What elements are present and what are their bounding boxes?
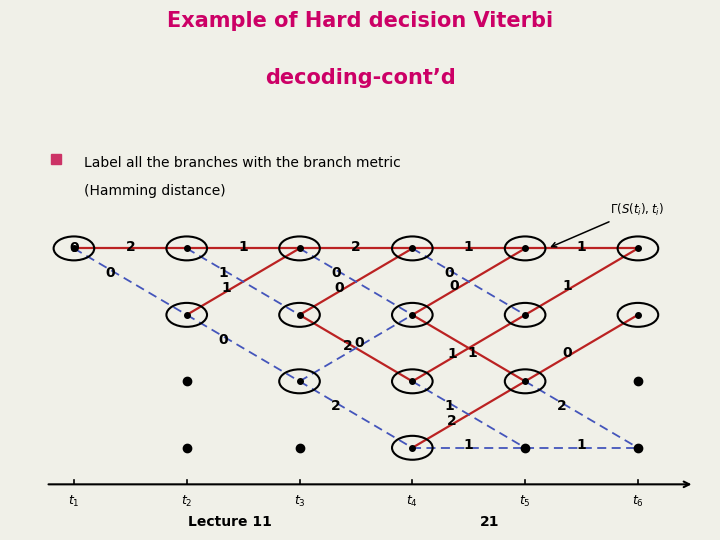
Text: 0: 0 bbox=[219, 333, 228, 347]
Text: $t_4$: $t_4$ bbox=[406, 494, 418, 509]
Text: 1: 1 bbox=[577, 438, 586, 453]
Text: 2: 2 bbox=[557, 399, 567, 413]
Text: 0: 0 bbox=[106, 266, 115, 280]
Text: $t_2$: $t_2$ bbox=[181, 494, 192, 509]
Text: (Hamming distance): (Hamming distance) bbox=[84, 184, 226, 198]
Text: 2: 2 bbox=[447, 414, 456, 428]
Text: 1: 1 bbox=[219, 266, 228, 280]
Text: 0: 0 bbox=[444, 266, 454, 280]
Text: $t_1$: $t_1$ bbox=[68, 494, 80, 509]
Text: 2: 2 bbox=[331, 399, 341, 413]
Text: 1: 1 bbox=[562, 279, 572, 293]
Text: 0: 0 bbox=[562, 346, 572, 360]
Text: 1: 1 bbox=[447, 347, 456, 361]
Text: 21: 21 bbox=[480, 516, 500, 529]
Text: 1: 1 bbox=[221, 281, 231, 295]
Text: decoding-cont’d: decoding-cont’d bbox=[265, 68, 455, 87]
Text: 1: 1 bbox=[577, 240, 586, 254]
Text: 0: 0 bbox=[331, 266, 341, 280]
Text: $t_6$: $t_6$ bbox=[632, 494, 644, 509]
Text: 2: 2 bbox=[351, 240, 361, 254]
Text: 1: 1 bbox=[444, 399, 454, 413]
Text: 0: 0 bbox=[69, 241, 78, 255]
Text: $t_3$: $t_3$ bbox=[294, 494, 305, 509]
Text: Example of Hard decision Viterbi: Example of Hard decision Viterbi bbox=[167, 11, 553, 31]
Text: $\Gamma(S(t_i),t_i)$: $\Gamma(S(t_i),t_i)$ bbox=[552, 202, 664, 247]
Text: 1: 1 bbox=[467, 346, 477, 360]
Text: 1: 1 bbox=[238, 240, 248, 254]
Text: 2: 2 bbox=[343, 339, 353, 353]
Text: Lecture 11: Lecture 11 bbox=[189, 516, 272, 529]
Text: 0: 0 bbox=[354, 336, 364, 350]
Text: $t_5$: $t_5$ bbox=[519, 494, 531, 509]
Text: 0: 0 bbox=[334, 281, 344, 295]
Text: 0: 0 bbox=[449, 279, 459, 293]
Text: Label all the branches with the branch metric: Label all the branches with the branch m… bbox=[84, 156, 401, 170]
Text: 2: 2 bbox=[125, 240, 135, 254]
Text: 1: 1 bbox=[464, 240, 474, 254]
Text: 1: 1 bbox=[464, 438, 474, 453]
